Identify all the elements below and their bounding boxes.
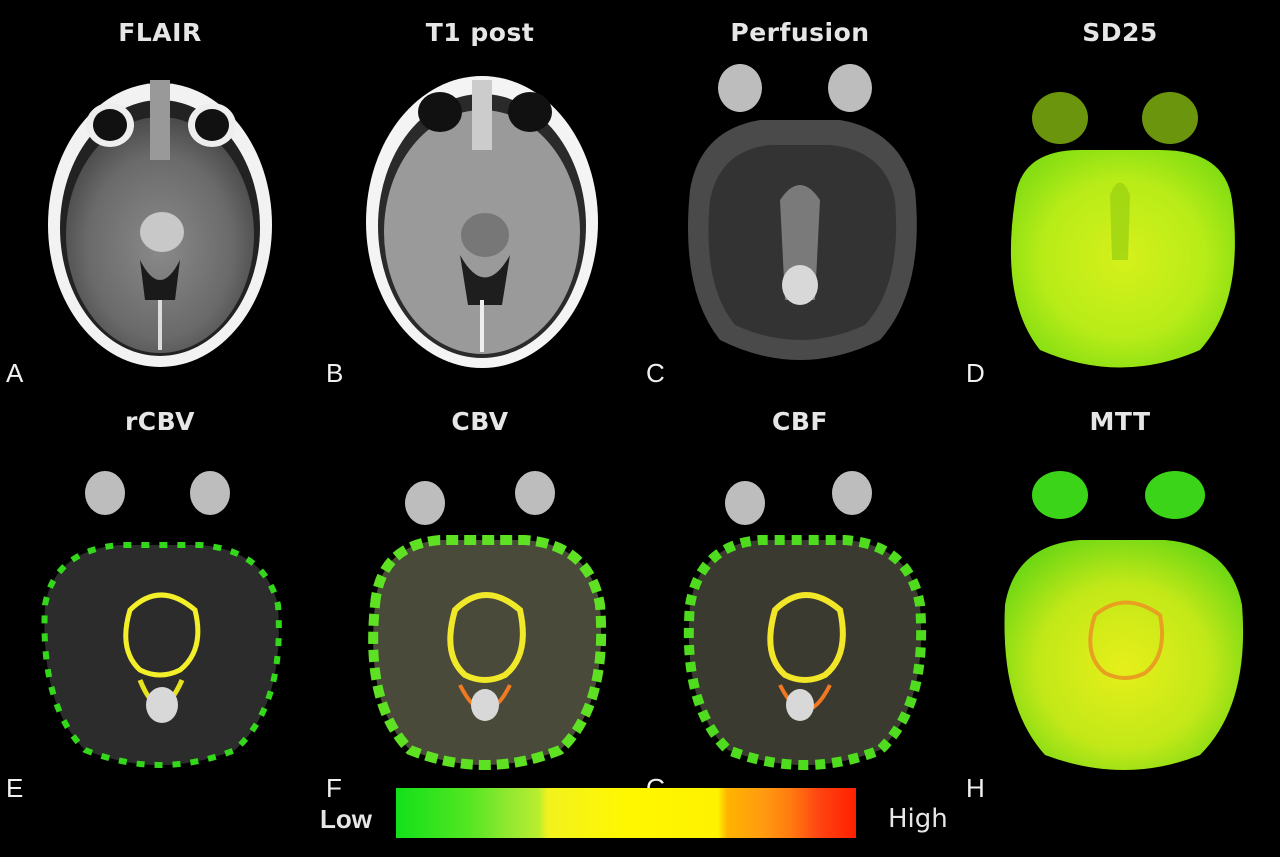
- panel-title: CBV: [451, 407, 509, 436]
- panel-letter: C: [646, 358, 665, 388]
- panel-perfusion: Perfusion C: [640, 0, 960, 390]
- panel-title: SD25: [1082, 18, 1158, 47]
- panel-t1-post: T1 post B: [320, 0, 640, 390]
- flair-brain-scan: [48, 80, 272, 367]
- colorbar-legend: Low High: [0, 782, 1280, 842]
- cbv-color-map: [368, 471, 607, 770]
- rcbv-color-map: [41, 471, 282, 768]
- panel-letter: F: [326, 773, 342, 803]
- perfusion-brain-scan: [688, 64, 917, 360]
- panel-mtt: MTT H: [960, 395, 1280, 803]
- panel-title: Perfusion: [730, 18, 870, 47]
- panel-letter: A: [6, 358, 24, 388]
- cbf-color-map: [683, 471, 927, 770]
- sd25-color-map: [1010, 92, 1235, 368]
- panel-cbv: CBV F: [320, 395, 640, 803]
- panel-title: rCBV: [124, 407, 196, 436]
- panel-title: FLAIR: [118, 18, 202, 47]
- panel-letter: B: [326, 358, 344, 388]
- panel-cbf: CBF G: [640, 395, 960, 803]
- mtt-color-map: [1004, 471, 1244, 770]
- panel-letter: H: [966, 773, 985, 803]
- panel-sd25: SD25 D: [960, 0, 1280, 390]
- colorbar-low-label: Low: [320, 804, 372, 834]
- panel-letter: D: [966, 358, 985, 388]
- colorbar-high-label: High: [888, 804, 948, 834]
- panel-rcbv: rCBV E: [0, 395, 320, 803]
- panel-letter: E: [6, 773, 24, 803]
- panel-flair: FLAIR A: [0, 0, 320, 390]
- colorbar-gradient: [396, 788, 856, 838]
- panel-title: MTT: [1089, 407, 1151, 436]
- panel-title: T1 post: [425, 18, 535, 47]
- panel-title: CBF: [772, 407, 828, 436]
- t1-post-brain-scan: [366, 76, 598, 368]
